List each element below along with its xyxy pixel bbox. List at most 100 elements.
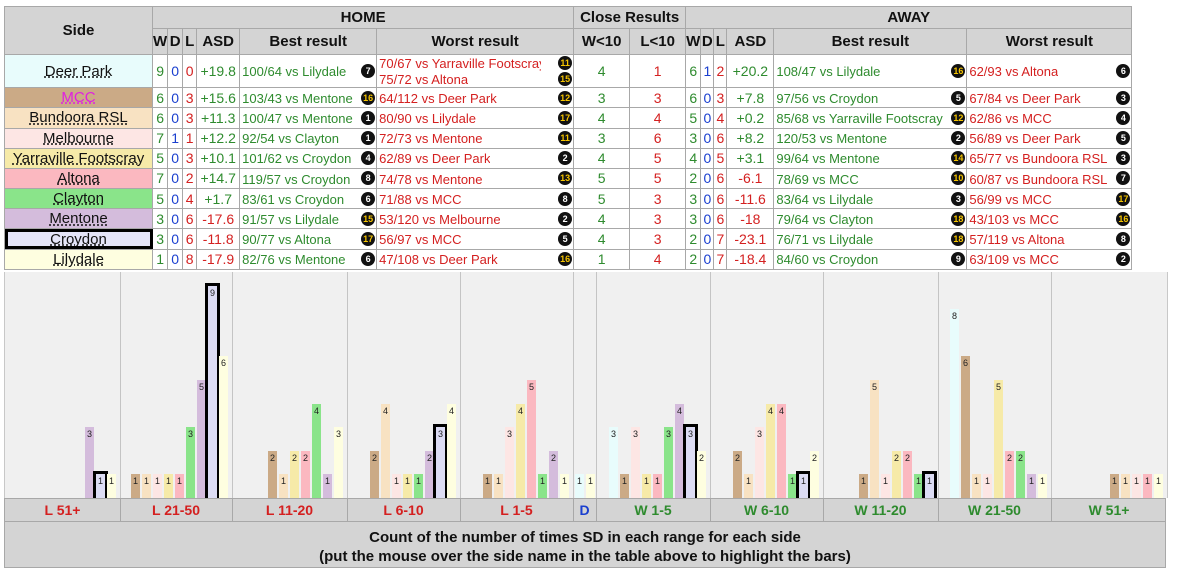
histogram-bar <box>433 424 448 501</box>
away-wins: 3 <box>685 208 702 230</box>
away-worst-result: 63/109 vs MCC 2 <box>966 248 1133 270</box>
away-draws: 0 <box>700 208 715 230</box>
round-badge: 5 <box>1116 131 1131 146</box>
histogram-bar <box>323 474 332 498</box>
close-w10-header: W<10 <box>573 28 631 55</box>
histogram-bar <box>516 403 525 498</box>
side-name-link[interactable]: Melbourne <box>43 129 114 147</box>
away-worst-result-text: 56/89 vs Deer Park <box>969 131 1081 147</box>
away-asd: +0.2 <box>726 107 775 129</box>
round-badge: 7 <box>361 64 376 79</box>
home-worst-result-text: 62/89 vs Deer Park <box>379 151 491 167</box>
axis-category-label: W 11-20 <box>854 502 907 518</box>
bar-value-label: 2 <box>811 452 817 463</box>
away-best-result-text: 99/64 vs Mentone <box>776 151 880 167</box>
bar-value-label: 1 <box>621 476 627 487</box>
axis-category-label: L 1-5 <box>500 502 533 518</box>
round-badge: 11 <box>558 56 573 70</box>
histogram-bar <box>1132 474 1141 498</box>
away-asd: -11.6 <box>726 188 775 210</box>
home-wins: 1 <box>151 248 169 270</box>
round-badge: 14 <box>951 151 966 166</box>
home-draws: 0 <box>167 167 184 190</box>
home-worst-result: 80/90 vs Lilydale 17 <box>376 107 575 129</box>
round-badge: 16 <box>361 90 376 105</box>
away-draws: 0 <box>700 167 715 190</box>
home-header: HOME <box>151 6 575 29</box>
histogram-bar <box>642 474 651 498</box>
home-asd: +11.3 <box>196 107 241 129</box>
away-losses: 7 <box>713 248 728 270</box>
table-row: Clayton 5 0 4 +1.7 83/61 vs Croydon 6 71/88 vs … <box>4 188 1133 210</box>
side-name-link[interactable]: Croydon <box>50 230 107 248</box>
histogram-bar <box>675 403 684 498</box>
side-name-link[interactable]: Yarraville Footscray <box>12 149 145 167</box>
side-name-cell[interactable]: Clayton <box>4 188 153 210</box>
bar-value-label: 1 <box>280 476 286 487</box>
side-name-cell[interactable]: MCC <box>4 87 153 109</box>
close-results-header: Close Results <box>573 6 687 29</box>
away-worst-result: 62/86 vs MCC 4 <box>966 107 1133 129</box>
round-badge: 12 <box>951 110 966 125</box>
close-losses: 5 <box>629 167 687 190</box>
side-name-link[interactable]: Lilydale <box>53 250 104 268</box>
histogram-bar <box>93 471 108 501</box>
side-name-cell[interactable]: Altona <box>4 167 153 190</box>
histogram-bar <box>107 474 116 498</box>
side-name-cell[interactable]: Deer Park <box>4 53 153 89</box>
round-badge: 18 <box>951 211 966 226</box>
side-name-cell[interactable]: Lilydale <box>4 248 153 270</box>
bar-value-label: 1 <box>576 476 582 487</box>
side-name-link[interactable]: Altona <box>57 169 100 187</box>
bar-value-label: 1 <box>587 476 593 487</box>
group-separator <box>347 272 348 498</box>
histogram-bar <box>961 356 970 498</box>
bar-value-label: 1 <box>108 476 114 487</box>
bar-value-label: 1 <box>1155 476 1161 487</box>
side-name-link[interactable]: MCC <box>61 89 96 107</box>
bar-value-label: 1 <box>154 476 160 487</box>
home-best-result: 100/47 vs Mentone 1 <box>239 107 378 129</box>
histogram-bar <box>175 474 184 498</box>
away-draws: 0 <box>700 147 715 169</box>
bar-value-label: 5 <box>528 382 534 392</box>
round-badge: 6 <box>361 191 376 206</box>
side-name-cell[interactable]: Bundoora RSL <box>4 107 153 129</box>
bar-value-label: 2 <box>291 452 297 463</box>
away-worst-result-text: 62/86 vs MCC <box>969 110 1052 126</box>
home-worst-result-text: 53/120 vs Melbourne <box>379 211 501 227</box>
side-name-link[interactable]: Clayton <box>53 190 104 208</box>
bar-value-label: 1 <box>915 476 921 487</box>
axis-separator <box>232 499 233 521</box>
bar-value-label: 1 <box>495 476 501 487</box>
away-best-result: 85/68 vs Yarraville Footscray 12 <box>773 107 968 129</box>
away-worst-result-text: 57/119 vs Altona <box>969 232 1065 248</box>
side-name-cell[interactable]: Melbourne <box>4 127 153 149</box>
home-losses: 4 <box>182 188 198 210</box>
home-asd: +19.8 <box>196 53 241 89</box>
histogram-bar <box>903 450 912 498</box>
bar-value-label: 2 <box>734 452 740 463</box>
side-name-link[interactable]: Bundoora RSL <box>29 109 128 127</box>
away-best-result: 99/64 vs Mentone 14 <box>773 147 968 169</box>
close-wins: 4 <box>573 107 631 129</box>
histogram-bar <box>392 474 401 498</box>
round-badge: 7 <box>1116 171 1131 186</box>
bar-value-label: 3 <box>610 429 616 440</box>
away-worst-result-text: 63/109 vs MCC <box>969 252 1059 268</box>
side-name-cell[interactable]: Yarraville Footscray <box>4 147 153 169</box>
side-name-cell[interactable]: Croydon <box>4 228 153 250</box>
round-badge: 8 <box>558 191 573 206</box>
close-wins: 3 <box>573 87 631 109</box>
away-worst-result-text: 56/99 vs MCC <box>969 191 1052 207</box>
bar-value-label: 1 <box>415 476 421 487</box>
histogram-bar <box>153 474 162 498</box>
home-best-result: 100/64 vs Lilydale 7 <box>239 53 378 89</box>
side-name-cell[interactable]: Mentone <box>4 208 153 230</box>
away-wins: 6 <box>685 53 702 89</box>
bar-value-label: 4 <box>382 405 388 416</box>
bar-value-label: 2 <box>302 452 308 463</box>
round-badge: 16 <box>951 64 966 79</box>
side-name-link[interactable]: Deer Park <box>44 62 113 80</box>
side-name-link[interactable]: Mentone <box>49 210 108 228</box>
